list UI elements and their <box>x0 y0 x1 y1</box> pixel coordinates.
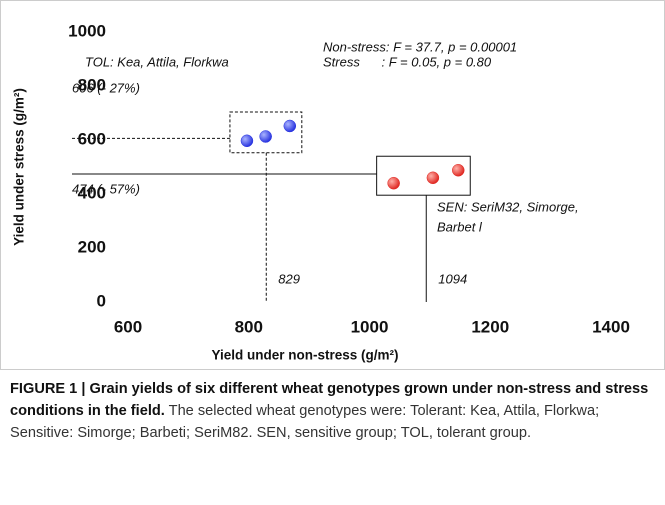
y-axis-title: Yield under stress (g/m²) <box>12 88 27 246</box>
data-point <box>452 163 465 177</box>
data-point <box>240 134 254 148</box>
y-tick-label: 200 <box>78 237 106 256</box>
group-label: TOL: Kea, Attila, Florkwa <box>85 54 229 69</box>
reference-label: 829 <box>278 271 300 286</box>
x-tick-label: 1200 <box>471 317 509 336</box>
group-box <box>229 111 303 154</box>
stat-annotation: Non-stress: F = 37.7, p = 0.00001 <box>323 39 517 54</box>
data-point <box>259 130 272 143</box>
x-tick-label: 600 <box>114 317 142 336</box>
stat-annotation: Stress : F = 0.05, p = 0.80 <box>323 54 492 69</box>
reference-label: 1094 <box>438 271 467 286</box>
x-tick-label: 1400 <box>592 317 630 336</box>
y-tick-label: 800 <box>78 75 106 94</box>
y-tick-label: 1000 <box>68 21 106 40</box>
data-point <box>283 119 297 133</box>
reference-label: 606 (- 27%) <box>72 80 140 95</box>
group-label: SEN: SeriM32, Simorge, <box>437 199 579 214</box>
caption-text: The selected wheat genotypes were: Toler… <box>10 403 600 441</box>
caption-title: FIGURE 1 | Grain yields of six different… <box>10 381 649 419</box>
data-point <box>426 171 440 185</box>
group-box <box>376 155 471 196</box>
data-point <box>387 176 400 190</box>
x-axis-title: Yield under non-stress (g/m²) <box>211 348 398 363</box>
x-tick-label: 1000 <box>351 317 389 336</box>
y-tick-label: 400 <box>78 183 106 202</box>
y-tick-label: 0 <box>97 291 106 310</box>
reference-label: 474 (- 57%) <box>72 181 140 196</box>
group-label: Barbet l <box>437 219 483 234</box>
x-tick-label: 800 <box>235 317 263 336</box>
chart: Yield under non-stress (g/m²) Yield unde… <box>0 0 665 370</box>
y-tick-label: 600 <box>78 129 106 148</box>
caption: FIGURE 1 | Grain yields of six different… <box>10 378 655 444</box>
